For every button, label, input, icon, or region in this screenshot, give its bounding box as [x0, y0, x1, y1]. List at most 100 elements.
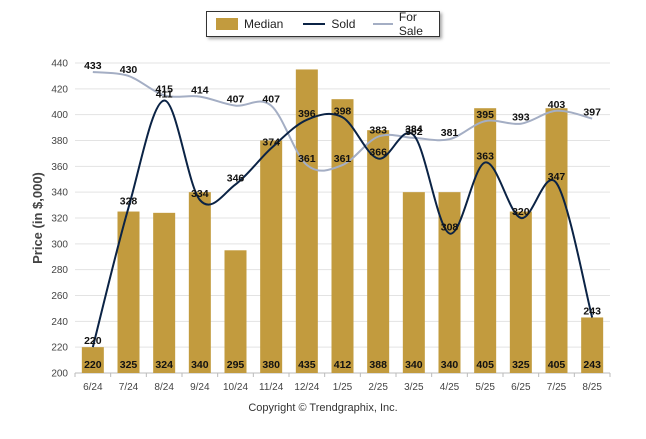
y-axis-label: Price (in $,000) [30, 172, 45, 264]
data-label-for-sale: 415 [155, 83, 173, 95]
y-tick-label: 320 [51, 214, 68, 225]
data-label-median: 340 [441, 359, 459, 371]
y-tick-label: 200 [51, 369, 68, 380]
data-label-for-sale: 382 [405, 126, 423, 138]
data-label-for-sale: 381 [441, 127, 459, 139]
data-label-median: 412 [334, 359, 352, 371]
y-tick-label: 380 [51, 136, 68, 147]
x-tick-label: 5/25 [475, 382, 495, 393]
bar-median [545, 108, 568, 373]
bar-median [438, 192, 461, 373]
copyright-text: Copyright © Trendgraphix, Inc. [248, 402, 398, 414]
x-tick-label: 4/25 [440, 382, 460, 393]
bar-median [367, 130, 390, 373]
x-tick-label: 3/25 [404, 382, 424, 393]
y-tick-label: 280 [51, 265, 68, 276]
y-tick-label: 420 [51, 84, 68, 95]
data-label-for-sale: 397 [583, 107, 601, 119]
x-tick-label: 7/24 [119, 382, 139, 393]
data-label-sold: 243 [583, 305, 601, 317]
data-label-sold: 398 [334, 105, 352, 117]
data-label-for-sale: 430 [120, 64, 138, 76]
data-label-median: 325 [120, 359, 138, 371]
x-tick-label: 8/24 [154, 382, 174, 393]
data-label-sold: 384 [405, 123, 423, 135]
legend-item-sold: Sold [303, 17, 355, 31]
line-for-sale [92, 71, 593, 172]
data-label-sold: 346 [227, 172, 245, 184]
x-tick-label: 6/24 [83, 382, 103, 393]
legend-swatch-median [216, 18, 238, 30]
legend-label-median: Median [244, 17, 284, 31]
y-tick-label: 300 [51, 239, 68, 250]
data-label-median: 340 [405, 359, 423, 371]
legend-label-sold: Sold [331, 17, 356, 31]
legend-label-for-sale: For Sale [398, 10, 423, 38]
data-label-for-sale: 433 [84, 60, 102, 72]
data-label-median: 243 [583, 359, 601, 371]
data-label-sold: 363 [476, 150, 494, 162]
y-tick-label: 400 [51, 110, 68, 121]
data-label-median: 405 [548, 359, 566, 371]
bar-median [331, 99, 354, 374]
bar-median [581, 317, 604, 373]
bar-median [153, 212, 176, 373]
x-tick-label: 9/24 [190, 382, 210, 393]
data-label-sold: 396 [298, 108, 316, 120]
bar-median [224, 250, 247, 373]
y-tick-label: 340 [51, 188, 68, 199]
data-label-sold: 334 [191, 188, 209, 200]
bar-median [295, 69, 318, 373]
data-label-median: 380 [262, 359, 280, 371]
y-tick-label: 260 [51, 291, 68, 302]
line-sold [91, 99, 594, 348]
data-label-median: 324 [155, 359, 173, 371]
y-tick-label: 220 [51, 343, 68, 354]
x-tick-label: 11/24 [259, 382, 284, 393]
bar-median [117, 211, 140, 373]
bar-median [260, 140, 283, 373]
legend: Median Sold For Sale [206, 10, 440, 38]
data-label-for-sale: 361 [298, 153, 316, 165]
x-tick-label: 12/24 [294, 382, 319, 393]
data-label-for-sale: 361 [334, 153, 352, 165]
y-tick-label: 360 [51, 162, 68, 173]
data-label-median: 405 [476, 359, 494, 371]
data-label-for-sale: 407 [262, 94, 280, 106]
data-label-for-sale: 383 [369, 125, 387, 137]
data-label-sold: 328 [120, 196, 138, 208]
data-label-for-sale: 407 [227, 94, 245, 106]
data-label-for-sale: 403 [548, 99, 566, 111]
legend-item-for-sale: For Sale [373, 10, 439, 38]
data-label-sold: 220 [84, 335, 102, 347]
x-tick-label: 1/25 [333, 382, 353, 393]
bar-median [81, 347, 104, 373]
data-label-for-sale: 393 [512, 112, 530, 124]
data-label-sold: 308 [441, 222, 459, 234]
x-tick-label: 6/25 [511, 382, 531, 393]
bar-median [188, 192, 211, 373]
y-tick-label: 240 [51, 317, 68, 328]
data-label-for-sale: 414 [191, 85, 209, 97]
data-label-median: 435 [298, 359, 316, 371]
data-label-sold: 320 [512, 206, 530, 218]
data-label-sold: 374 [262, 136, 280, 148]
data-label-median: 325 [512, 359, 530, 371]
data-label-median: 340 [191, 359, 209, 371]
data-label-median: 295 [227, 359, 245, 371]
data-label-median: 220 [84, 359, 102, 371]
x-tick-label: 2/25 [368, 382, 388, 393]
legend-swatch-for-sale [373, 23, 393, 25]
x-tick-label: 10/24 [223, 382, 248, 393]
y-tick-label: 440 [51, 59, 68, 70]
bar-median [509, 211, 532, 373]
x-tick-label: 8/25 [582, 382, 602, 393]
data-label-median: 388 [369, 359, 387, 371]
data-label-sold: 366 [369, 147, 387, 159]
data-label-sold: 411 [156, 88, 173, 100]
data-label-for-sale: 395 [476, 109, 494, 121]
x-tick-label: 7/25 [547, 382, 567, 393]
legend-swatch-sold [303, 23, 326, 25]
